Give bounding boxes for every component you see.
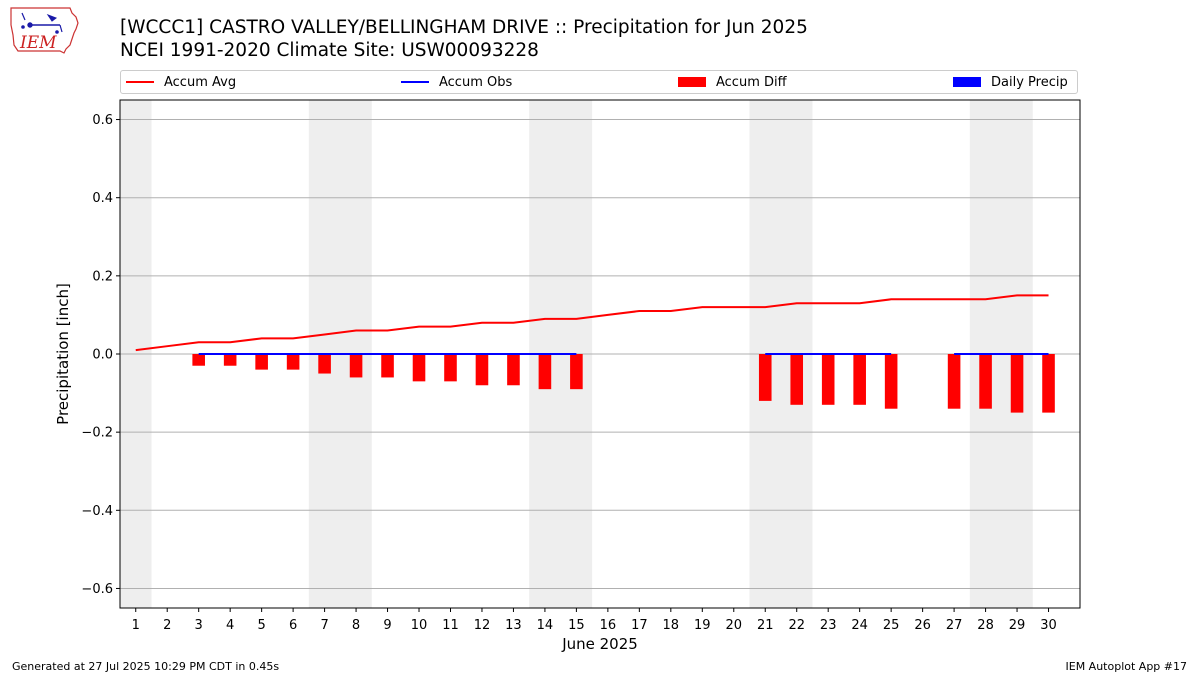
accum-diff-bar xyxy=(790,354,804,405)
y-tick-label: 0.4 xyxy=(92,191,113,206)
x-tick-label: 15 xyxy=(568,618,585,633)
accum-diff-bar xyxy=(286,354,300,370)
accum-diff-bar xyxy=(507,354,520,386)
accum-diff-bar xyxy=(412,354,426,382)
accum-diff-bar xyxy=(255,354,268,370)
x-tick-label: 18 xyxy=(663,618,680,633)
legend-label-accum-diff: Accum Diff xyxy=(716,74,787,90)
accum-diff-bar xyxy=(979,354,992,409)
x-tick-label: 12 xyxy=(474,618,491,633)
x-tick-label: 11 xyxy=(442,618,459,633)
x-tick-label: 1 xyxy=(132,618,140,633)
x-tick-label: 30 xyxy=(1040,618,1057,633)
legend-item-accum-diff: Accum Diff xyxy=(678,71,787,93)
accum-diff-bar xyxy=(475,354,489,386)
chart-subtitle: NCEI 1991-2020 Climate Site: USW00093228 xyxy=(120,40,539,61)
accum-diff-bar xyxy=(1010,354,1024,413)
x-tick-label: 27 xyxy=(946,618,963,633)
y-tick-label: −0.6 xyxy=(81,582,113,597)
accum-avg-line xyxy=(135,294,1049,352)
x-tick-label: 26 xyxy=(914,618,931,633)
x-tick-label: 23 xyxy=(820,618,837,633)
accum-diff-bar xyxy=(884,354,898,409)
x-tick-label: 25 xyxy=(883,618,900,633)
y-axis-label: Precipitation [inch] xyxy=(54,283,72,425)
chart-title: [WCCC1] CASTRO VALLEY/BELLINGHAM DRIVE :… xyxy=(120,17,808,38)
accum-diff-bar xyxy=(318,354,331,374)
x-axis: 1 2 3 4 5 6 7 8 9 10 11 12 13 14 15 16 17 18 19 20 21 22 23 24 2… xyxy=(132,608,1057,633)
x-tick-label: 24 xyxy=(851,618,868,633)
legend-item-daily-precip: Daily Precip xyxy=(953,71,1068,93)
accum-diff-bar xyxy=(758,354,772,401)
x-tick-label: 5 xyxy=(257,618,265,633)
y-tick-label: −0.4 xyxy=(81,504,113,519)
x-tick-label: 2 xyxy=(163,618,171,633)
x-axis-label: June 2025 xyxy=(561,635,638,653)
x-tick-label: 7 xyxy=(320,618,328,633)
x-tick-label: 4 xyxy=(226,618,234,633)
x-tick-label: 19 xyxy=(694,618,711,633)
x-tick-label: 13 xyxy=(505,618,522,633)
accum-diff-bar xyxy=(853,354,866,405)
x-tick-label: 6 xyxy=(289,618,297,633)
accum-diff-bar xyxy=(192,354,205,366)
lines-layer xyxy=(135,294,1049,355)
footer-generated-text: Generated at 27 Jul 2025 10:29 PM CDT in… xyxy=(12,660,280,673)
accum-diff-bar xyxy=(1042,354,1055,413)
chart-legend: Accum Avg Accum Obs Accum Diff Daily Pre… xyxy=(120,70,1078,94)
accum-diff-bar xyxy=(570,354,583,390)
y-tick-label: 0.0 xyxy=(92,348,113,363)
legend-item-accum-obs: Accum Obs xyxy=(401,71,512,93)
footer-app-text: IEM Autoplot App #17 xyxy=(1065,660,1188,673)
accum-diff-bar xyxy=(223,354,237,366)
accum-diff-bar xyxy=(538,354,552,390)
legend-swatch-accum-avg xyxy=(126,81,154,83)
x-tick-label: 20 xyxy=(725,618,742,633)
legend-swatch-accum-diff xyxy=(678,77,706,87)
x-tick-label: 14 xyxy=(537,618,554,633)
legend-item-accum-avg: Accum Avg xyxy=(126,71,236,93)
iem-logo: IEM xyxy=(10,7,79,54)
x-tick-label: 9 xyxy=(383,618,391,633)
x-tick-label: 8 xyxy=(352,618,360,633)
legend-swatch-daily-precip xyxy=(953,77,981,87)
iowa-outline-icon xyxy=(10,7,79,54)
accum-diff-bar xyxy=(444,354,457,382)
legend-label-accum-obs: Accum Obs xyxy=(439,74,513,90)
accum-diff-bar xyxy=(947,354,961,409)
legend-label-daily-precip: Daily Precip xyxy=(991,74,1068,90)
legend-label-accum-avg: Accum Avg xyxy=(164,74,237,90)
x-tick-label: 16 xyxy=(600,618,617,633)
x-tick-label: 17 xyxy=(631,618,648,633)
iem-logo-text: IEM xyxy=(19,33,57,53)
weather-symbols-icon xyxy=(21,12,63,34)
accum-diff-bar xyxy=(821,354,835,405)
y-tick-label: 0.6 xyxy=(92,113,113,128)
y-tick-label: −0.2 xyxy=(81,426,113,441)
accum-diff-bars-layer xyxy=(192,354,1055,413)
accum-diff-bar xyxy=(381,354,394,378)
accum-diff-bar xyxy=(349,354,363,378)
x-tick-label: 21 xyxy=(757,618,774,633)
x-tick-label: 3 xyxy=(195,618,203,633)
y-tick-label: 0.2 xyxy=(92,269,113,284)
x-tick-label: 29 xyxy=(1009,618,1026,633)
legend-swatch-accum-obs xyxy=(401,81,429,83)
x-tick-label: 28 xyxy=(977,618,994,633)
x-tick-label: 10 xyxy=(411,618,428,633)
y-axis: −0.6 −0.4 −0.2 0.0 0.2 0.4 0.6 xyxy=(81,113,120,597)
x-tick-label: 22 xyxy=(788,618,805,633)
